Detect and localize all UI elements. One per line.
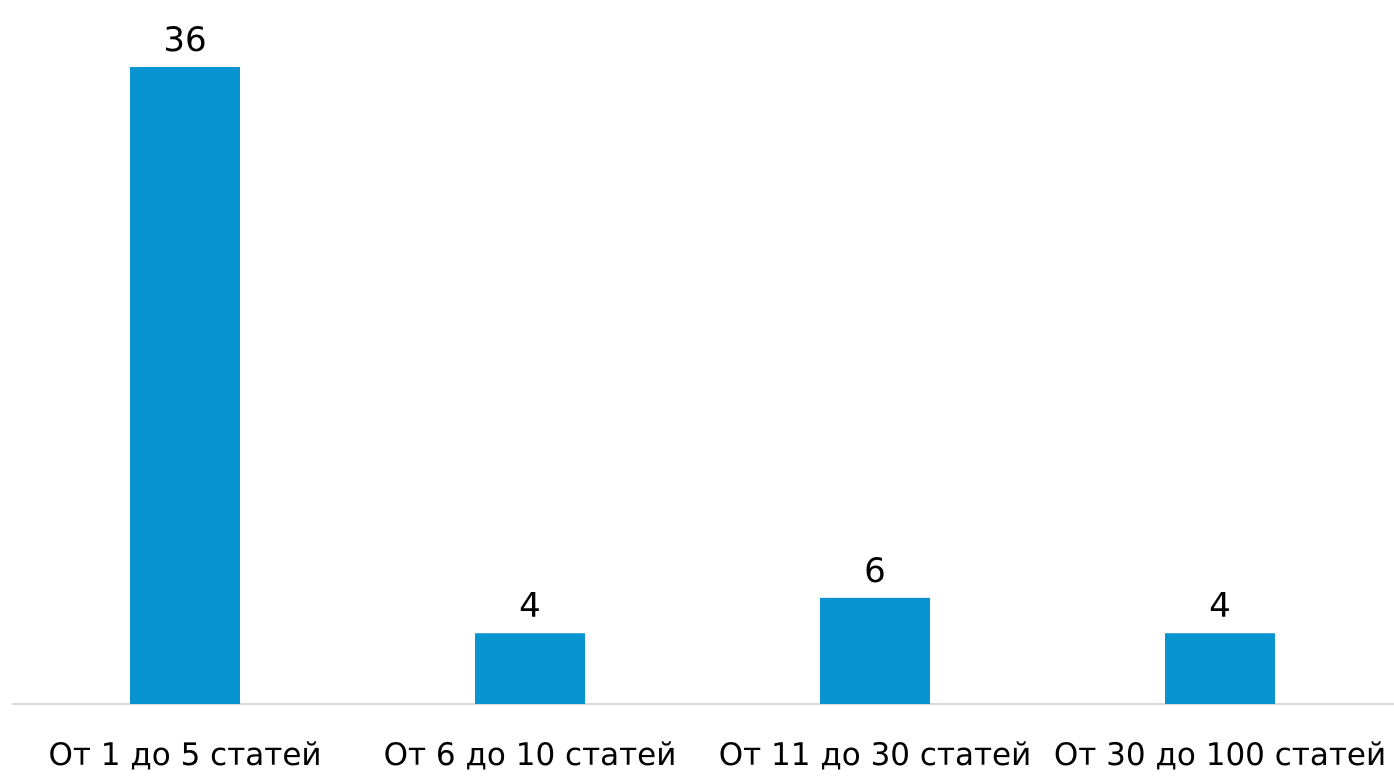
bar-4	[1165, 633, 1275, 704]
category-tick-label-2: От 6 до 10 статей	[384, 737, 677, 773]
bar-value-label-3: 6	[864, 551, 886, 591]
bar-value-label-2: 4	[519, 586, 541, 626]
bar-value-label-1: 36	[163, 20, 206, 60]
category-tick-label-4: От 30 до 100 статей	[1054, 737, 1386, 773]
category-tick-label-3: От 11 до 30 статей	[719, 737, 1032, 773]
bar-3	[820, 597, 930, 704]
bars-group	[130, 67, 1275, 704]
bar-1	[130, 67, 240, 704]
tick-labels-group: От 1 до 5 статей От 6 до 10 статей От 11 д…	[48, 737, 1386, 773]
bar-value-label-4: 4	[1209, 586, 1231, 626]
bar-2	[475, 633, 585, 704]
value-labels-group: 36 4 6 4	[163, 20, 1230, 626]
category-tick-label-1: От 1 до 5 статей	[48, 737, 321, 773]
